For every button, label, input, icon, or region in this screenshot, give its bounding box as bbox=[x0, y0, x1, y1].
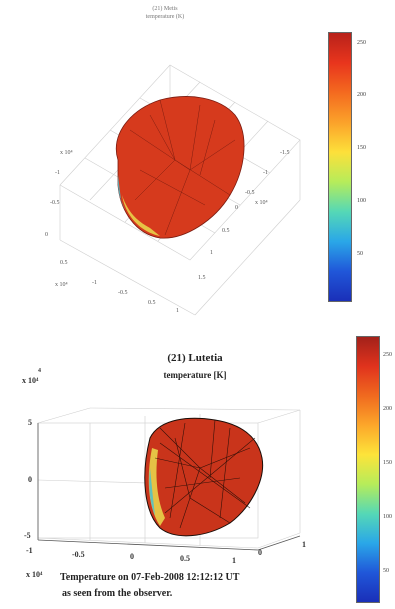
top-x-tick-4: 1 bbox=[176, 308, 179, 314]
top-cbar-tick-1: 250 bbox=[357, 40, 366, 46]
bottom-asteroid-shape bbox=[145, 418, 263, 535]
top-x-tick-1: -1 bbox=[92, 280, 97, 286]
top-x-tick-5: 1.5 bbox=[198, 275, 206, 281]
bottom-figure: (21) Lutetia temperature [K] bbox=[0, 318, 395, 609]
bottom-z-exp: x 10⁴ bbox=[22, 376, 38, 385]
bottom-z-tick-1: 5 bbox=[28, 418, 32, 427]
top-exp-label-3: x 10⁴ bbox=[255, 200, 268, 206]
top-x-tick-8: 0 bbox=[235, 205, 238, 211]
top-y-tick-2: -0.5 bbox=[50, 200, 60, 206]
bottom-z-tick-2: 0 bbox=[28, 475, 32, 484]
bottom-x-tick-1: -1 bbox=[26, 546, 33, 555]
bottom-colorbar bbox=[356, 336, 380, 603]
bottom-cbar-tick-1: 250 bbox=[383, 352, 392, 358]
top-right-tick-1: -1.5 bbox=[280, 150, 290, 156]
top-y-tick-1: -1 bbox=[55, 170, 60, 176]
top-right-tick-3: -0.5 bbox=[245, 190, 255, 196]
bottom-z-exp-sup: 4 bbox=[38, 368, 41, 374]
bottom-caption-line1: Temperature on 07-Feb-2008 12:12:12 UT bbox=[60, 571, 239, 585]
top-y-tick-3: 0 bbox=[45, 232, 48, 238]
bottom-3d-axes bbox=[0, 318, 320, 609]
bottom-x-tick-5: 1 bbox=[232, 556, 236, 565]
top-cbar-tick-4: 100 bbox=[357, 198, 366, 204]
bottom-y-tick-2: 1 bbox=[302, 540, 306, 549]
bottom-x-tick-4: 0.5 bbox=[180, 554, 190, 563]
top-exp-label-2: x 10⁴ bbox=[55, 282, 68, 288]
bottom-cbar-tick-2: 200 bbox=[383, 406, 392, 412]
top-colorbar bbox=[328, 32, 352, 302]
top-asteroid-shape bbox=[116, 96, 244, 238]
bottom-z-tick-3: -5 bbox=[24, 531, 31, 540]
bottom-cbar-tick-3: 150 bbox=[383, 460, 392, 466]
top-cbar-tick-2: 200 bbox=[357, 92, 366, 98]
bottom-x-tick-3: 0 bbox=[130, 552, 134, 561]
top-3d-axes bbox=[0, 0, 300, 318]
top-figure: (21) Metis temperature (K) bbox=[0, 0, 395, 318]
top-y-tick-4: 0.5 bbox=[60, 260, 68, 266]
bottom-cbar-tick-5: 50 bbox=[383, 568, 389, 574]
bottom-x-exp: x 10⁴ bbox=[26, 570, 42, 579]
top-x-tick-3: 0.5 bbox=[148, 300, 156, 306]
top-cbar-tick-3: 150 bbox=[357, 145, 366, 151]
top-x-tick-6: 1 bbox=[210, 250, 213, 256]
bottom-y-tick-1: 0 bbox=[258, 548, 262, 557]
top-cbar-tick-5: 50 bbox=[357, 251, 363, 257]
top-x-tick-2: -0.5 bbox=[118, 290, 128, 296]
top-right-tick-2: -1 bbox=[263, 170, 268, 176]
top-x-tick-7: 0.5 bbox=[222, 228, 230, 234]
bottom-x-tick-2: -0.5 bbox=[72, 550, 85, 559]
top-exp-label-1: x 10⁴ bbox=[60, 150, 73, 156]
bottom-caption-line2: as seen from the observer. bbox=[62, 587, 172, 601]
bottom-cbar-tick-4: 100 bbox=[383, 514, 392, 520]
